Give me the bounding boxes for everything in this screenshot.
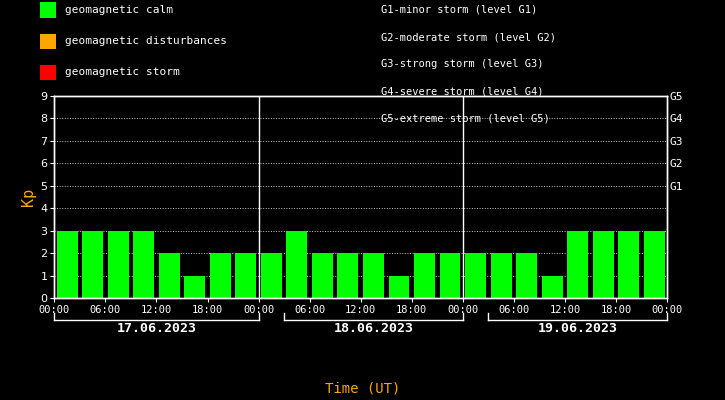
Bar xyxy=(414,253,435,298)
Bar xyxy=(57,231,78,298)
Bar xyxy=(542,276,563,298)
Bar xyxy=(82,231,103,298)
Text: G3-strong storm (level G3): G3-strong storm (level G3) xyxy=(381,60,543,70)
Bar xyxy=(210,253,231,298)
Text: geomagnetic storm: geomagnetic storm xyxy=(65,68,179,78)
Bar xyxy=(491,253,512,298)
Text: G5-extreme storm (level G5): G5-extreme storm (level G5) xyxy=(381,114,550,124)
Text: geomagnetic calm: geomagnetic calm xyxy=(65,5,173,15)
Text: 19.06.2023: 19.06.2023 xyxy=(538,322,618,335)
Text: G1-minor storm (level G1): G1-minor storm (level G1) xyxy=(381,5,537,15)
Text: G2-moderate storm (level G2): G2-moderate storm (level G2) xyxy=(381,32,555,42)
Bar xyxy=(593,231,613,298)
Bar xyxy=(516,253,537,298)
Bar xyxy=(286,231,307,298)
Bar xyxy=(465,253,486,298)
Bar xyxy=(133,231,154,298)
Text: geomagnetic disturbances: geomagnetic disturbances xyxy=(65,36,226,46)
Bar xyxy=(644,231,665,298)
Bar xyxy=(363,253,384,298)
Bar xyxy=(618,231,639,298)
Bar xyxy=(312,253,333,298)
Y-axis label: Kp: Kp xyxy=(21,188,36,206)
Bar xyxy=(159,253,180,298)
Text: 17.06.2023: 17.06.2023 xyxy=(117,322,196,335)
Bar xyxy=(337,253,358,298)
Bar xyxy=(567,231,588,298)
Bar xyxy=(108,231,128,298)
Bar xyxy=(439,253,460,298)
Bar xyxy=(389,276,410,298)
Bar xyxy=(236,253,256,298)
Bar xyxy=(261,253,282,298)
Text: G4-severe storm (level G4): G4-severe storm (level G4) xyxy=(381,87,543,97)
Bar xyxy=(184,276,205,298)
Text: Time (UT): Time (UT) xyxy=(325,381,400,395)
Text: 18.06.2023: 18.06.2023 xyxy=(334,322,413,335)
